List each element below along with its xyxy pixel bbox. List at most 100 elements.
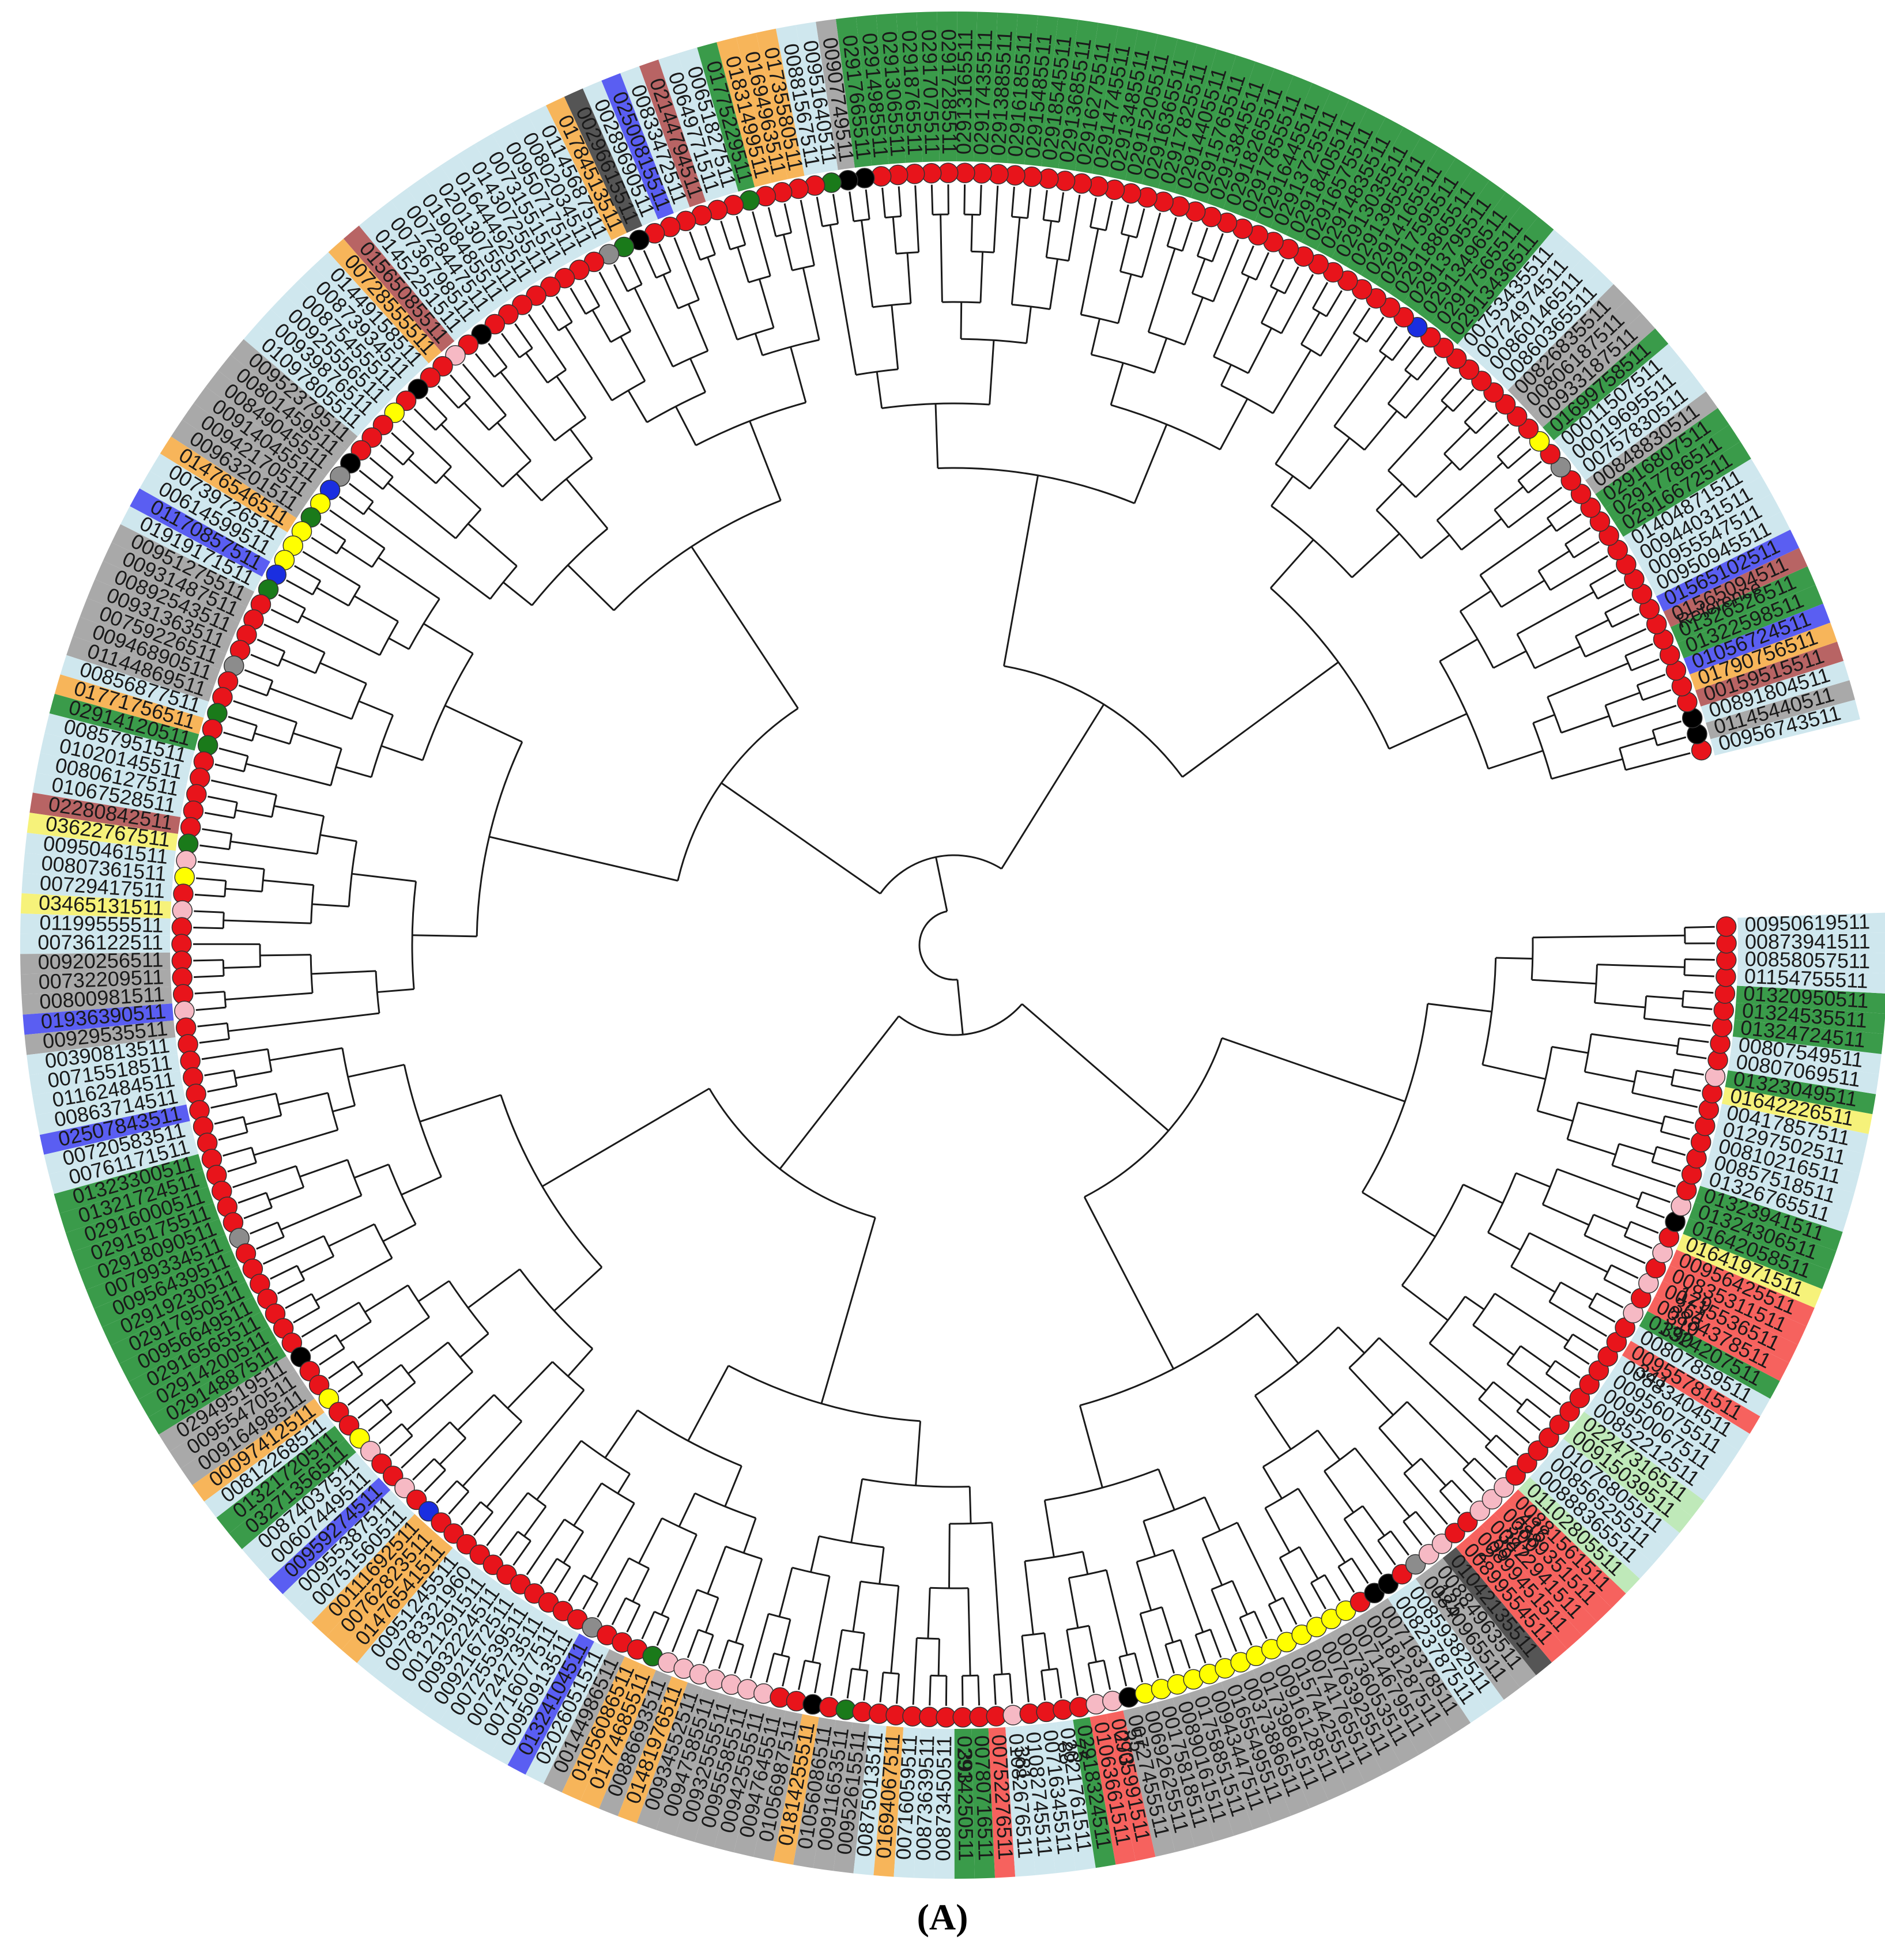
tree-branch	[254, 1129, 338, 1156]
tree-branch	[1461, 518, 1502, 551]
tree-arc	[502, 460, 531, 488]
tip-band-wedge	[24, 832, 176, 868]
tree-arc	[1604, 705, 1614, 727]
tree-branch	[1533, 713, 1555, 724]
tip-band-wedge	[527, 105, 612, 248]
tip-band-wedge	[896, 12, 923, 163]
tree-branch	[348, 482, 374, 503]
tree-arc	[251, 725, 258, 741]
tree-branch	[1619, 737, 1656, 749]
tip-band-wedge	[1140, 1702, 1195, 1852]
tree-arc	[226, 1023, 230, 1040]
tip-band-wedge	[160, 436, 297, 533]
tree-arc	[1344, 1505, 1363, 1520]
tree-branch	[197, 1022, 228, 1028]
tree-branch	[440, 424, 504, 488]
tree-arc	[500, 1094, 603, 1268]
tree-arc	[937, 467, 1135, 504]
tree-branch	[523, 1505, 547, 1537]
tree-branch	[204, 811, 235, 819]
tree-branch	[604, 1410, 639, 1459]
tree-branch	[1401, 1285, 1449, 1321]
tree-branch	[250, 1221, 278, 1235]
tree-branch	[858, 1633, 865, 1670]
tip-band-wedge	[753, 1710, 802, 1861]
tree-branch	[1272, 349, 1312, 414]
tree-branch	[320, 834, 357, 843]
tree-arc	[1401, 1184, 1464, 1286]
tree-arc	[1546, 518, 1558, 532]
tree-branch	[1479, 524, 1552, 576]
tree-branch	[337, 1373, 363, 1393]
tree-arc	[1481, 957, 1497, 1065]
tree-branch	[1529, 1232, 1608, 1273]
tree-arc	[601, 1482, 635, 1504]
tree-branch	[328, 1223, 375, 1247]
tree-branch	[626, 1604, 641, 1633]
tip-band-wedge	[1415, 1568, 1521, 1700]
tree-arc	[401, 1423, 413, 1437]
tip-band-wedge	[1470, 243, 1585, 367]
tip-band-wedge	[1403, 180, 1506, 313]
tree-branch	[704, 1597, 719, 1633]
tip-band-wedge	[658, 53, 722, 202]
tree-branch	[1473, 1457, 1496, 1481]
tree-arc	[625, 1597, 640, 1606]
tree-arc	[408, 598, 440, 650]
tip-band-wedge	[492, 123, 582, 264]
tree-arc	[341, 1048, 356, 1106]
tree-arc	[224, 881, 227, 897]
tree-branch	[1021, 1003, 1169, 1132]
tip-band-wedge	[1314, 1633, 1401, 1774]
tip-band-wedge	[457, 143, 552, 282]
tree-arc	[774, 1652, 790, 1658]
tree-arc	[1472, 1293, 1496, 1326]
tree-arc	[1536, 1047, 1553, 1112]
tree-branch	[1389, 713, 1468, 750]
tree-branch	[359, 470, 384, 490]
tree-arc	[330, 748, 342, 786]
tip-band-wedge	[218, 354, 347, 463]
tree-branch	[496, 422, 531, 462]
tree-branch	[1191, 258, 1206, 294]
tip-band-wedge	[1494, 1501, 1612, 1622]
tip-band-wedge	[159, 1355, 296, 1452]
tip-band-wedge	[54, 674, 204, 734]
tip-band-wedge	[1236, 1670, 1310, 1816]
tree-branch	[1683, 990, 1714, 994]
tree-branch	[474, 353, 495, 378]
tree-branch	[718, 1640, 729, 1669]
tip-band-wedge	[1506, 1489, 1626, 1608]
tip-band-wedge	[243, 324, 369, 437]
tree-branch	[1475, 411, 1498, 435]
tree-branch	[704, 226, 716, 255]
tree-arc	[1080, 314, 1119, 324]
tip-band-wedge	[855, 14, 889, 166]
tip-band-wedge	[1375, 157, 1473, 294]
tip-band-wedge	[1622, 1340, 1760, 1434]
tree-branch	[1462, 1468, 1485, 1492]
tree-branch	[1636, 1070, 1673, 1078]
tree-branch	[1604, 598, 1633, 614]
tree-branch	[1388, 405, 1448, 471]
tree-branch	[752, 211, 771, 277]
tree-branch	[1239, 1617, 1253, 1646]
tree-branch	[1439, 1490, 1461, 1515]
tip-band-wedge	[1737, 951, 1885, 973]
tip-band-wedge	[1518, 1477, 1640, 1594]
tree-branch	[1564, 527, 1591, 545]
tree-arc	[1167, 245, 1183, 252]
tree-branch	[1297, 1488, 1346, 1564]
tree-arc	[447, 1342, 474, 1373]
tree-arc	[251, 1147, 257, 1163]
tree-arc	[1516, 1398, 1528, 1412]
tip-band-wedge	[1529, 1464, 1654, 1579]
tree-branch	[257, 639, 285, 652]
tree-branch	[237, 1192, 267, 1204]
tip-band-wedge	[255, 1465, 379, 1580]
tip-band-wedge	[1058, 20, 1099, 171]
tree-branch	[570, 288, 587, 315]
tree-arc	[637, 1409, 742, 1467]
tip-band-wedge	[1603, 1369, 1739, 1468]
tree-arc	[1651, 1146, 1658, 1162]
